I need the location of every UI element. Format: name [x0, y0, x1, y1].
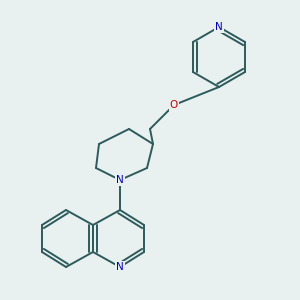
- Text: N: N: [116, 262, 124, 272]
- Text: O: O: [170, 100, 178, 110]
- Text: N: N: [116, 175, 124, 185]
- Text: N: N: [215, 22, 223, 32]
